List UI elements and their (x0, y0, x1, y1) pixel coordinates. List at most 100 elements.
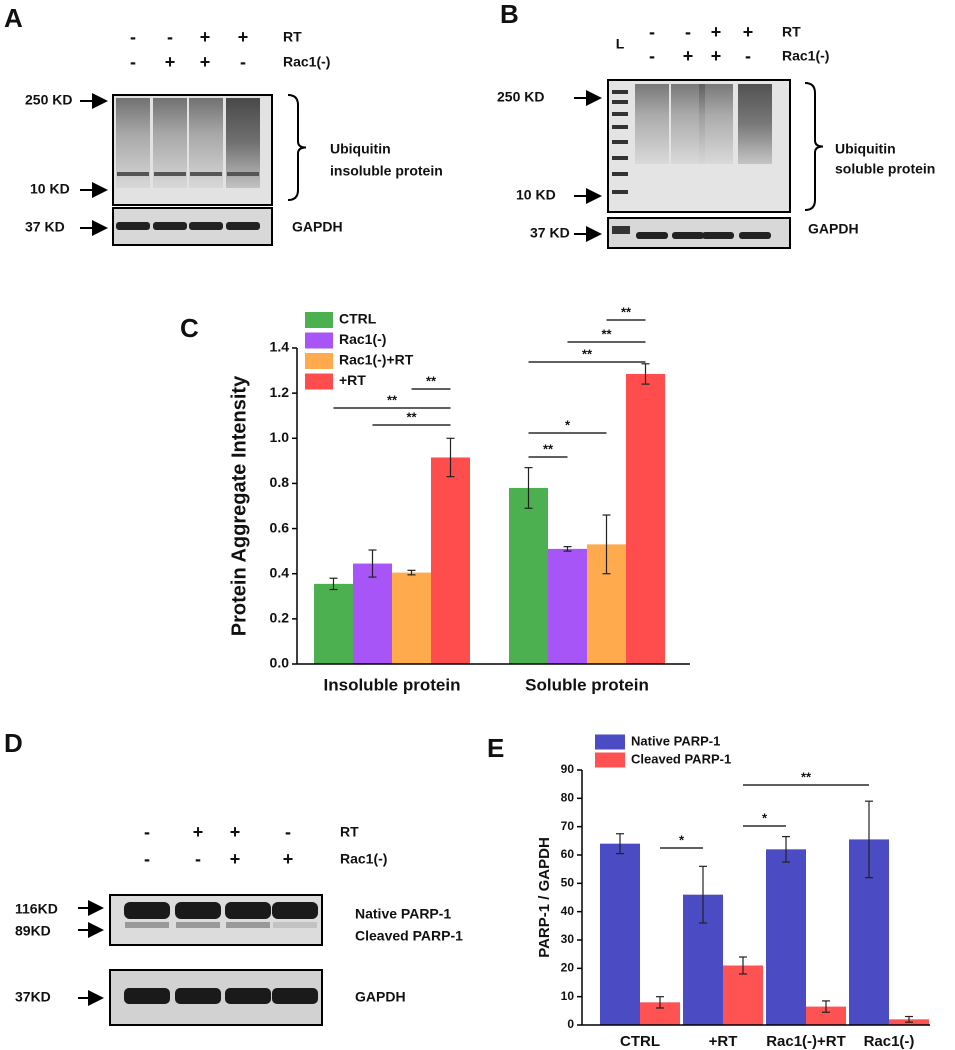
loading-control: GAPDH (292, 219, 343, 235)
treatment-sign: - (130, 52, 136, 72)
error-bar (739, 956, 747, 975)
bracket (287, 94, 307, 201)
marker-label: 89KD (15, 923, 51, 939)
band (272, 902, 318, 919)
x-tick-label: Rac1(-) (864, 1033, 915, 1050)
band (702, 232, 734, 239)
ladder-band (612, 156, 628, 160)
band (124, 902, 170, 919)
error-bar (822, 1000, 830, 1013)
treatment-sign: - (649, 46, 655, 66)
legend-label: Native PARP-1 (631, 733, 720, 748)
marker-label: 250 KD (25, 92, 72, 108)
band (153, 222, 187, 230)
treatment-label: RT (340, 824, 359, 840)
significance-label: ** (601, 326, 612, 341)
error-bar (782, 835, 790, 863)
error-bar (865, 800, 873, 879)
bar (353, 563, 392, 664)
treatment-sign: + (165, 52, 176, 72)
band (125, 922, 169, 928)
treatment-sign: + (743, 22, 754, 42)
treatment-sign: + (283, 849, 294, 869)
bracket-label: soluble protein (835, 161, 935, 177)
y-tick-label: 50 (561, 876, 575, 890)
treatment-sign: - (195, 849, 201, 869)
band (176, 922, 220, 928)
error-bar (616, 833, 624, 855)
ladder-band (612, 190, 628, 194)
significance-label: ** (387, 392, 398, 407)
band (226, 922, 270, 928)
band (154, 172, 186, 176)
y-tick-label: 0.2 (270, 610, 290, 626)
y-tick-label: 0.0 (270, 655, 290, 671)
treatment-sign: + (238, 27, 249, 47)
error-bar (656, 996, 664, 1009)
ladder-band (612, 90, 628, 94)
error-bar (407, 569, 416, 576)
legend-swatch (305, 332, 333, 349)
treatment-sign: + (200, 52, 211, 72)
ladder-band (612, 100, 628, 104)
treatment-label: Rac1(-) (283, 54, 330, 70)
significance-label: ** (582, 346, 593, 361)
treatment-sign: + (230, 849, 241, 869)
treatment-sign: - (130, 27, 136, 47)
legend-label: Rac1(-) (339, 331, 386, 347)
bar (626, 373, 665, 664)
x-tick-label: Rac1(-)+RT (766, 1033, 846, 1050)
marker-label: 37KD (15, 989, 51, 1005)
error-bar (368, 549, 377, 578)
legend-label: Rac1(-)+RT (339, 352, 414, 368)
band (739, 232, 771, 239)
y-tick-label: 20 (561, 961, 575, 975)
band (175, 902, 221, 919)
significance-label: ** (621, 304, 632, 319)
error-bar (446, 437, 455, 478)
treatment-sign: + (200, 27, 211, 47)
significance-label: * (679, 832, 685, 847)
panel-letter: C (180, 313, 199, 343)
band (227, 172, 259, 176)
panel-letter: B (500, 0, 519, 29)
significance-label: ** (406, 409, 417, 424)
error-bar (524, 467, 533, 509)
panel-letter: E (487, 733, 504, 763)
x-tick-label: Soluble protein (525, 675, 649, 694)
y-tick-label: 10 (561, 989, 575, 1003)
bracket (804, 82, 824, 211)
bar (640, 1002, 680, 1025)
treatment-label: Rac1(-) (340, 851, 387, 867)
bracket-label: Ubiquitin (835, 141, 896, 157)
legend-swatch (305, 353, 333, 369)
y-tick-label: 70 (561, 819, 575, 833)
error-bar (602, 514, 611, 575)
legend-swatch (305, 312, 333, 328)
y-tick-label: 40 (561, 904, 575, 918)
treatment-sign: - (685, 22, 691, 42)
band (225, 902, 271, 919)
legend-swatch (595, 734, 625, 750)
bar (806, 1006, 846, 1025)
y-axis-label: Protein Aggregate Intensity (228, 375, 250, 636)
bar (548, 548, 587, 664)
ladder-band (612, 112, 628, 116)
band (636, 232, 668, 239)
lane-smear (635, 84, 669, 164)
band (672, 232, 704, 239)
bar (314, 583, 353, 664)
ladder-band (612, 140, 628, 144)
bar (431, 457, 470, 664)
panel-letter: A (4, 3, 23, 33)
x-tick-label: CTRL (620, 1033, 660, 1050)
band (226, 222, 260, 230)
significance-label: ** (801, 769, 812, 784)
band (190, 172, 222, 176)
bar (392, 572, 431, 664)
bar (723, 965, 763, 1025)
treatment-label: RT (782, 24, 801, 40)
panel-letter: D (4, 728, 23, 758)
marker-label: 37 KD (530, 225, 570, 241)
bracket-label: Ubiquitin (330, 141, 391, 157)
